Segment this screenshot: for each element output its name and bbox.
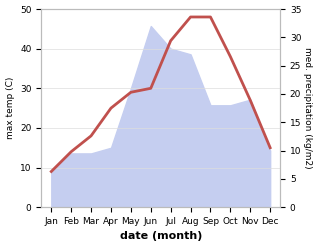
Y-axis label: med. precipitation (kg/m2): med. precipitation (kg/m2) — [303, 47, 313, 169]
Y-axis label: max temp (C): max temp (C) — [5, 77, 15, 139]
X-axis label: date (month): date (month) — [120, 231, 202, 242]
